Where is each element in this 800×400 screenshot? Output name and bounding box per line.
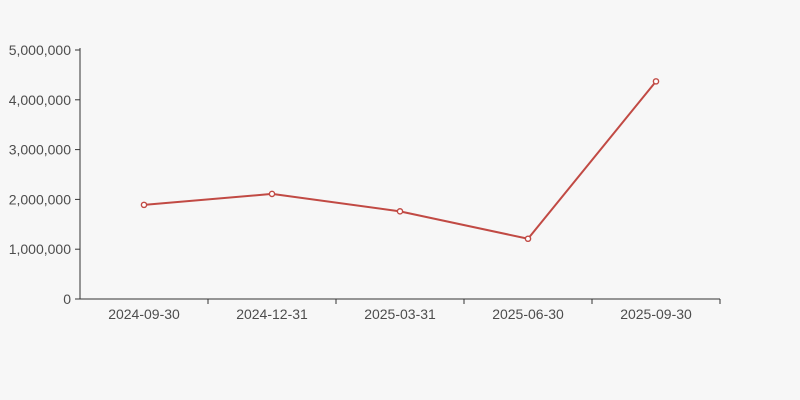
- data-point-marker[interactable]: [140, 201, 148, 209]
- data-point-marker[interactable]: [652, 78, 660, 85]
- y-tick-label: 2,000,000: [9, 191, 71, 207]
- x-tick-label: 2025-03-31: [364, 306, 436, 322]
- y-tick-label: 0: [63, 291, 71, 307]
- y-tick-label: 5,000,000: [9, 42, 71, 58]
- x-tick-label: 2025-06-30: [492, 306, 564, 322]
- data-point-marker[interactable]: [268, 190, 276, 198]
- y-tick-label: 3,000,000: [9, 142, 71, 158]
- y-tick-label: 4,000,000: [9, 92, 71, 108]
- x-tick-label: 2024-12-31: [236, 306, 308, 322]
- x-tick-label: 2024-09-30: [108, 306, 180, 322]
- data-point-marker[interactable]: [524, 235, 532, 243]
- series-line: [143, 80, 657, 240]
- data-point-marker[interactable]: [396, 208, 404, 215]
- x-tick-label: 2025-09-30: [620, 306, 692, 322]
- y-tick-label: 1,000,000: [9, 241, 71, 257]
